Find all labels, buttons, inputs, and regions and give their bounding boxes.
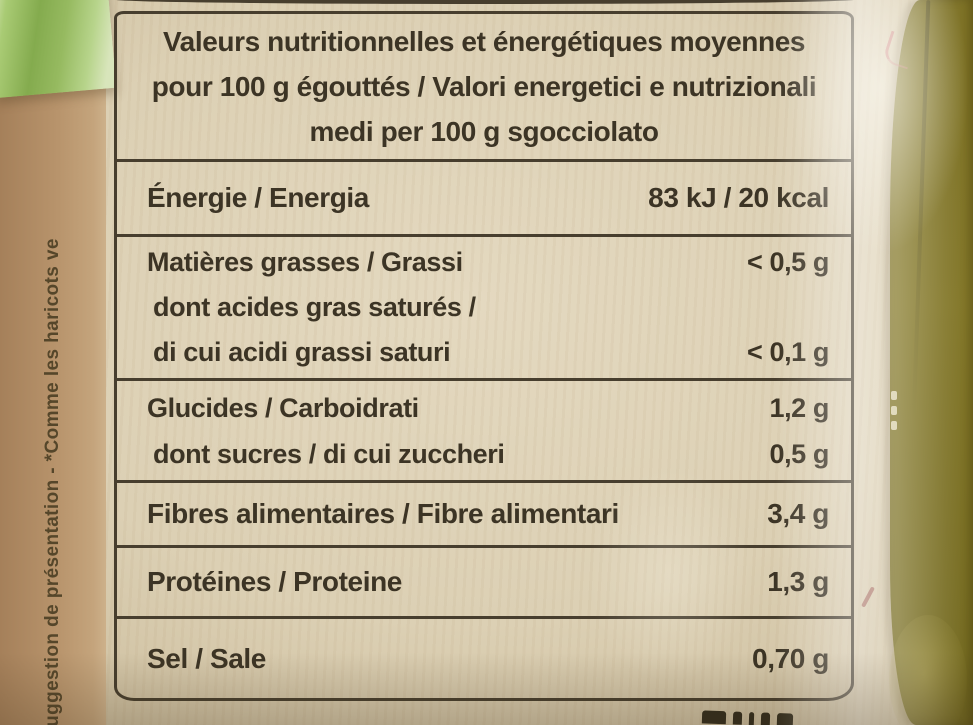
fat-value: < 0,5 g	[747, 247, 829, 277]
fibre-value: 3,4 g	[767, 498, 829, 529]
protein-value: 1,3 g	[767, 566, 829, 597]
sugars-label: dont sucres / di cui zuccheri	[153, 438, 505, 469]
energy-value: 83 kJ / 20 kcal	[648, 182, 829, 213]
energy-label: Énergie / Energia	[147, 182, 369, 213]
table-title-line1: Valeurs nutritionnelles et énergétiques …	[162, 26, 806, 57]
bean-light-specks	[891, 385, 899, 485]
salt-label: Sel / Sale	[147, 642, 266, 674]
table-row-energy: Énergie / Energia 83 kJ / 20 kcal	[117, 162, 851, 237]
cropped-border-line	[114, 0, 856, 4]
table-title-line3: medi per 100 g sgocciolato	[309, 116, 659, 147]
table-row-salt: Sel / Sale 0,70 g	[117, 619, 851, 698]
table-title-line2: pour 100 g égouttés / Valori energetici …	[151, 71, 817, 102]
sugars-value: 0,5 g	[769, 438, 829, 469]
saturated-fat-label-it: di cui acidi grassi saturi	[153, 337, 451, 367]
carbohydrate-value: 1,2 g	[769, 392, 829, 423]
saturated-fat-label-fr: dont acides gras saturés /	[153, 292, 476, 322]
fibre-label: Fibres alimentaires / Fibre alimentari	[147, 498, 619, 529]
cut-off-print-fragment	[701, 710, 794, 725]
protein-label: Protéines / Proteine	[147, 566, 402, 597]
side-caption-rotated: Suggestion de présentation - *Comme les …	[42, 238, 63, 725]
table-title: Valeurs nutritionnelles et énergétiques …	[117, 14, 851, 162]
table-row-fibre: Fibres alimentaires / Fibre alimentari 3…	[117, 483, 851, 548]
salt-value: 0,70 g	[752, 642, 829, 674]
carbohydrate-label: Glucides / Carboidrati	[147, 392, 419, 423]
nutrition-table: Valeurs nutritionnelles et énergétiques …	[114, 11, 854, 701]
saturated-fat-value: < 0,1 g	[747, 337, 829, 367]
table-row-protein: Protéines / Proteine 1,3 g	[117, 548, 851, 619]
fat-label: Matières grasses / Grassi	[147, 247, 463, 277]
label-side-panel	[0, 0, 117, 725]
table-row-carbohydrate: Glucides / Carboidrati 1,2 g dont sucres…	[117, 381, 851, 483]
table-row-fat: Matières grasses / Grassi < 0,5 g dont a…	[117, 237, 851, 381]
